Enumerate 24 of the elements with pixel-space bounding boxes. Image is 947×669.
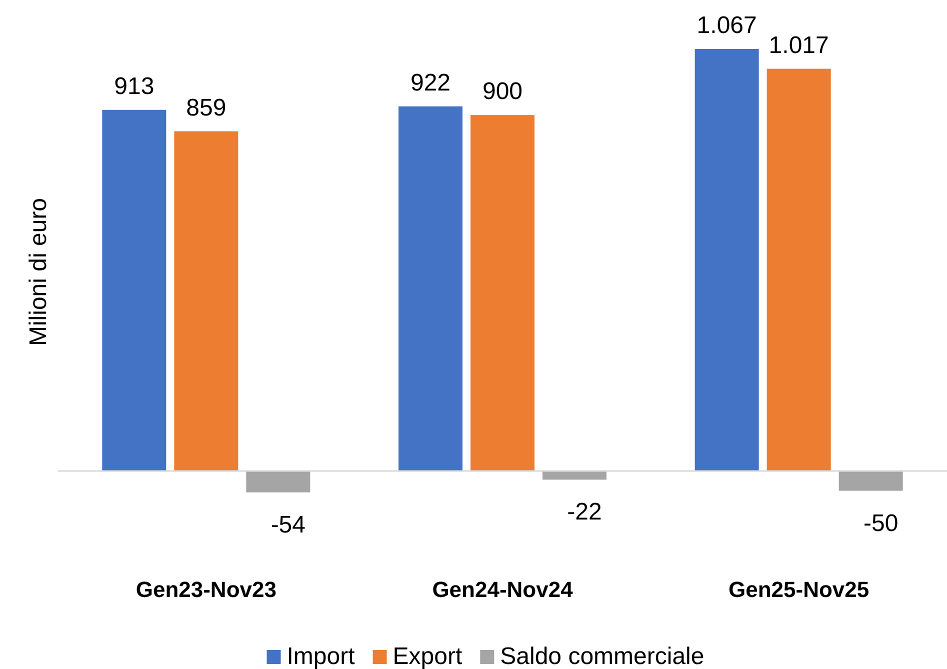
- bar: [398, 106, 462, 471]
- bar: [766, 68, 831, 471]
- bar: [174, 131, 238, 471]
- legend-label: Saldo commerciale: [500, 643, 704, 669]
- data-label: -50: [863, 510, 898, 537]
- data-label: 1.067: [696, 12, 757, 39]
- bar: [102, 110, 166, 471]
- data-label: 900: [482, 78, 523, 106]
- x-tick-label: Gen24-Nov24: [432, 577, 574, 602]
- data-label: -22: [567, 498, 602, 526]
- data-label: 1.017: [768, 32, 829, 59]
- data-label: 922: [410, 69, 451, 96]
- x-tick-label: Gen23-Nov23: [136, 577, 276, 602]
- bar: [470, 115, 534, 471]
- x-tick-label: Gen25-Nov25: [728, 577, 870, 602]
- data-label: -54: [270, 511, 306, 538]
- bar: [838, 471, 903, 491]
- y-axis-title: Milioni di euro: [25, 198, 52, 346]
- bar: [246, 471, 310, 492]
- legend-label: Import: [286, 643, 356, 669]
- data-label: 913: [114, 72, 154, 100]
- data-label: 859: [186, 94, 226, 122]
- legend-label: Export: [392, 643, 462, 669]
- bar: [694, 49, 759, 471]
